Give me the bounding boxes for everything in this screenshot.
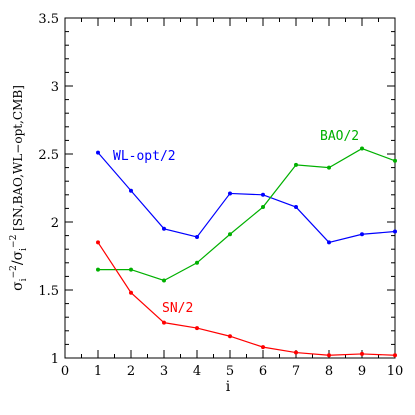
ticks	[64, 17, 396, 359]
data-point-wl-opt-2	[261, 192, 265, 197]
series-line-wl-opt-2	[97, 152, 396, 244]
series-points	[96, 146, 397, 358]
data-point-bao-2	[195, 260, 199, 265]
y-axis-title-bracket: [SN,BAO,WL−opt,CMB]	[11, 85, 25, 235]
data-point-sn-2	[228, 334, 232, 339]
data-point-bao-2	[96, 267, 100, 272]
data-point-bao-2	[360, 146, 364, 151]
series-line-sn-2	[97, 242, 396, 356]
data-point-wl-opt-2	[195, 234, 199, 239]
x-tick-label: 2	[127, 364, 135, 379]
data-point-bao-2	[162, 278, 166, 283]
x-tick-label: 1	[94, 364, 102, 379]
data-point-sn-2	[195, 326, 199, 331]
y-tick-label: 3.5	[38, 12, 59, 27]
data-point-sn-2	[261, 345, 265, 350]
x-tick-label: 0	[61, 364, 69, 379]
x-tick-label: 4	[193, 364, 201, 379]
y-axis-title: σi−2/σi−2 [SN,BAO,WL−opt,CMB]	[9, 85, 29, 291]
y-tick-label: 1	[51, 352, 59, 367]
data-point-bao-2	[393, 158, 397, 163]
data-point-wl-opt-2	[327, 240, 331, 245]
x-tick-label: 10	[387, 364, 404, 379]
series-lines	[97, 147, 396, 356]
data-point-wl-opt-2	[129, 188, 133, 193]
data-point-wl-opt-2	[360, 232, 364, 237]
data-point-wl-opt-2	[96, 150, 100, 155]
data-point-wl-opt-2	[294, 205, 298, 210]
data-point-sn-2	[294, 350, 298, 355]
y-tick-label: 2	[51, 216, 59, 231]
series-label-sn: SN/2	[162, 301, 193, 316]
data-point-sn-2	[162, 320, 166, 325]
data-point-wl-opt-2	[228, 191, 232, 196]
y-axis-title-sub-2: i	[19, 248, 29, 251]
plot-frame	[64, 17, 396, 359]
y-axis-title-sup-2: −2	[9, 235, 19, 248]
x-tick-label: 7	[292, 364, 300, 379]
y-tick-label: 2.5	[38, 148, 59, 163]
x-tick-label: 3	[160, 364, 168, 379]
y-axis-title-sigma-1: σ	[10, 281, 26, 291]
data-point-wl-opt-2	[162, 226, 166, 231]
data-point-sn-2	[96, 240, 100, 245]
data-point-bao-2	[228, 232, 232, 237]
y-tick-label: 3	[51, 80, 59, 95]
data-point-wl-opt-2	[393, 229, 397, 234]
y-axis-title-sub-1: i	[19, 278, 29, 281]
data-point-sn-2	[327, 353, 331, 358]
data-point-sn-2	[360, 351, 364, 356]
x-axis-title: i	[226, 379, 231, 395]
data-point-bao-2	[327, 165, 331, 170]
y-tick-label: 1.5	[38, 284, 59, 299]
x-tick-label: 6	[259, 364, 267, 379]
data-point-sn-2	[393, 353, 397, 358]
data-point-bao-2	[129, 267, 133, 272]
data-point-bao-2	[294, 162, 298, 167]
series-label-bao: BAO/2	[320, 129, 359, 144]
data-point-bao-2	[261, 205, 265, 210]
x-tick-label: 8	[325, 364, 333, 379]
y-axis-title-sup-1: −2	[9, 265, 19, 278]
x-tick-label: 5	[226, 364, 234, 379]
data-point-sn-2	[129, 290, 133, 295]
x-tick-label: 9	[358, 364, 366, 379]
series-label-wl-opt: WL-opt/2	[113, 149, 176, 164]
series-line-bao-2	[98, 147, 396, 282]
y-axis-title-sigma-2: /σ	[10, 250, 26, 265]
